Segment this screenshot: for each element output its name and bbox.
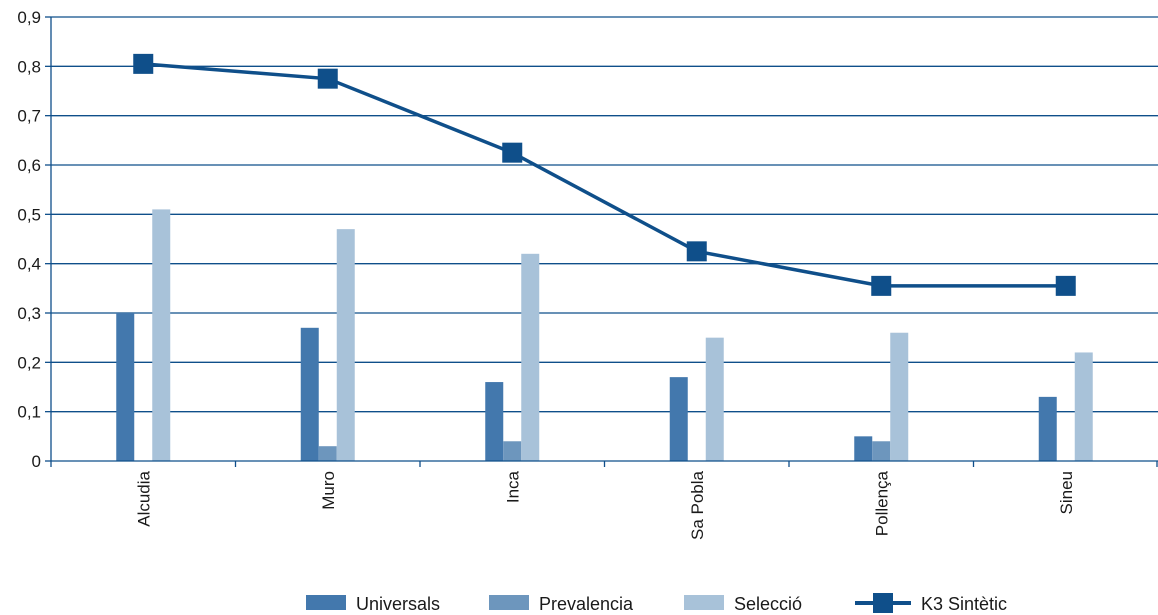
bar-prevalencia [872,441,891,461]
bar-universals [300,327,319,461]
bar-selecci- [521,253,540,461]
y-tick-label: 0,3 [17,304,41,323]
line-marker [502,142,523,163]
legend-swatch [306,595,346,610]
line-series [133,53,1076,296]
x-tick-labels: Alcudia Muro Inca Sa Pobla Pollença Sineu [134,470,1076,540]
y-tick-label: 0,2 [17,353,41,372]
x-tick-label: Sa Pobla [688,470,707,540]
x-tick-label: Sineu [1057,471,1076,514]
x-tick-label: Pollença [872,470,891,536]
y-tick-label: 0,5 [17,205,41,224]
bar-selecci- [890,332,909,461]
legend-label: Selecció [734,594,802,614]
y-tick-label: 0,8 [17,57,41,76]
legend-label: Universals [356,594,440,614]
bar-universals [1038,396,1057,461]
line-marker [317,68,338,89]
bar-universals [116,313,135,461]
line-marker [686,241,707,262]
legend: Universals Prevalencia Selecció K3 Sintètic [306,593,1007,614]
line-k3-sintetic [143,62,1066,288]
x-tick-label: Muro [319,471,338,510]
x-tick-label: Inca [503,470,522,503]
line-marker [871,275,892,296]
bar-selecci- [705,337,724,461]
bar-selecci- [152,209,171,461]
bar-universals [485,382,504,461]
y-tick-label: 0,6 [17,156,41,175]
x-tick-label: Alcudia [134,470,153,526]
bar-universals [669,377,688,461]
grid-lines [51,16,1158,413]
y-tick-label: 0,7 [17,107,41,126]
bar-selecci- [336,229,355,461]
y-tick-label: 0,1 [17,403,41,422]
bar-universals [854,436,873,461]
bar-prevalencia [503,441,522,461]
y-tick-label: 0 [32,452,41,471]
axes [45,16,1158,467]
bar-prevalencia [318,446,337,461]
y-tick-labels: 0 0,1 0,2 0,3 0,4 0,5 0,6 0,7 0,8 0,9 [17,8,41,471]
legend-swatch [489,595,529,610]
legend-label: K3 Sintètic [921,594,1007,614]
line-marker [1055,275,1076,296]
legend-label: Prevalencia [539,594,634,614]
bar-series [116,209,1093,461]
bar-selecci- [1074,352,1093,461]
y-tick-label: 0,4 [17,255,41,274]
legend-marker [873,593,893,613]
legend-swatch [684,595,724,610]
line-marker [133,53,154,74]
y-tick-label: 0,9 [17,8,41,27]
